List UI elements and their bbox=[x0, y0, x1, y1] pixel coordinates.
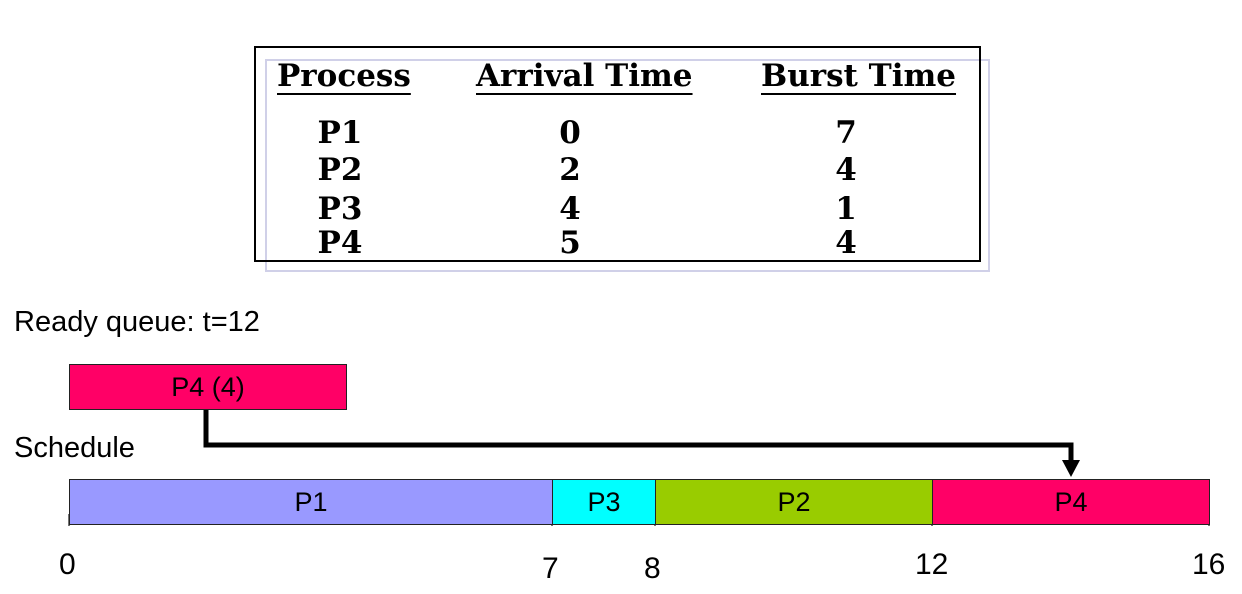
tick-label-8: 8 bbox=[644, 552, 661, 585]
row-p2-arrival: 2 bbox=[559, 152, 581, 188]
header-burst-time: Burst Time bbox=[761, 58, 957, 94]
ready-queue-item-label: P4 (4) bbox=[171, 371, 245, 402]
tick-label-16: 16 bbox=[1192, 548, 1226, 581]
dispatch-arrow-head bbox=[1062, 460, 1080, 477]
row-p3-arrival: 4 bbox=[559, 191, 581, 227]
schedule-block-p4: P4 bbox=[932, 479, 1210, 525]
schedule-label: Schedule bbox=[14, 432, 135, 464]
schedule-block-label: P1 bbox=[294, 486, 328, 517]
tick-label-0: 0 bbox=[59, 548, 76, 581]
row-p1-arrival: 0 bbox=[559, 115, 581, 151]
row-p4-arrival: 5 bbox=[559, 225, 581, 261]
tick-label-7: 7 bbox=[542, 552, 559, 585]
row-p2-process: P2 bbox=[317, 152, 363, 188]
row-p3-burst: 1 bbox=[835, 191, 857, 227]
schedule-block-p1: P1 bbox=[69, 479, 553, 525]
process-table bbox=[254, 46, 981, 262]
schedule-block-label: P2 bbox=[777, 486, 811, 517]
schedule-block-p2: P2 bbox=[655, 479, 933, 525]
ready-queue-item-p4: P4 (4) bbox=[69, 364, 347, 410]
schedule-block-p3: P3 bbox=[552, 479, 656, 525]
row-p2-burst: 4 bbox=[835, 152, 857, 188]
row-p1-process: P1 bbox=[317, 115, 363, 151]
table-shadow bbox=[265, 59, 990, 272]
schedule-block-label: P4 bbox=[1054, 486, 1088, 517]
row-p4-burst: 4 bbox=[835, 225, 857, 261]
header-arrival-time: Arrival Time bbox=[476, 58, 693, 94]
ready-queue-label: Ready queue: t=12 bbox=[14, 306, 260, 338]
schedule-block-label: P3 bbox=[587, 486, 621, 517]
header-process: Process bbox=[277, 58, 411, 94]
row-p1-burst: 7 bbox=[835, 115, 857, 151]
tick-label-12: 12 bbox=[915, 548, 949, 581]
row-p3-process: P3 bbox=[317, 191, 363, 227]
dispatch-arrow-line bbox=[203, 410, 1074, 462]
row-p4-process: P4 bbox=[317, 225, 363, 261]
